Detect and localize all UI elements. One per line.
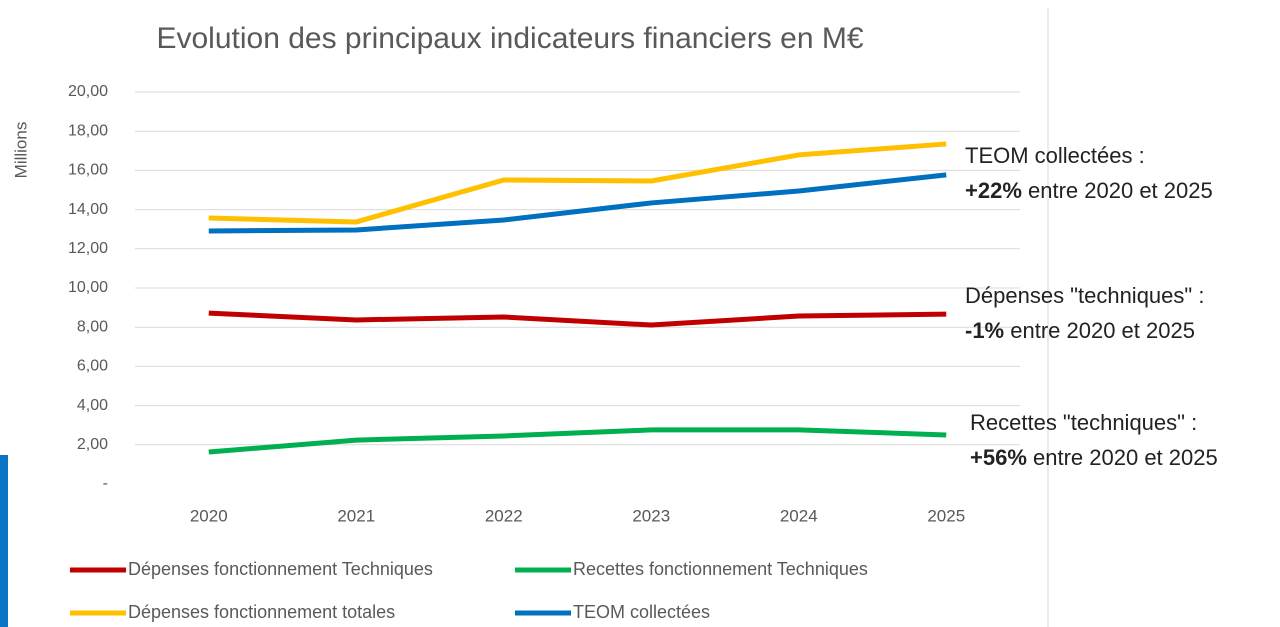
annotation: +56% entre 2020 et 2025 [970,445,1218,470]
side-bar [0,455,8,627]
legend-label: TEOM collectées [573,602,710,622]
annotation: Dépenses "techniques" : [965,283,1204,308]
annotation-bold: +56% [970,445,1027,470]
y-axis-label: Millions [11,122,30,179]
x-tick-label: 2025 [927,506,965,525]
annotation: +22% entre 2020 et 2025 [965,178,1213,203]
x-tick-label: 2020 [190,506,228,525]
x-tick-label: 2024 [780,506,818,525]
series-line [208,310,947,328]
y-tick-label: 14,00 [68,201,108,218]
annotation: TEOM collectées : [965,143,1145,168]
annotation: -1% entre 2020 et 2025 [965,318,1195,343]
y-tick-label: 8,00 [77,318,108,335]
y-tick-label: 16,00 [68,162,108,179]
annotation-rest: entre 2020 et 2025 [1027,445,1218,470]
series-line [208,172,947,234]
annotation-rest: entre 2020 et 2025 [1004,318,1195,343]
y-tick-label: 4,00 [77,397,108,414]
series-line [208,141,947,225]
y-tick-label: 10,00 [68,279,108,296]
annotation: Recettes "techniques" : [970,410,1197,435]
annotation-rest: entre 2020 et 2025 [1022,178,1213,203]
y-tick-label: 12,00 [68,240,108,257]
y-tick-label: 2,00 [77,436,108,453]
chart-title: Evolution des principaux indicateurs fin… [156,22,863,55]
x-tick-label: 2021 [337,506,375,525]
x-tick-label: 2023 [632,506,670,525]
legend-label: Recettes fonctionnement Techniques [573,559,868,579]
annotation-bold: -1% [965,318,1004,343]
y-tick-label: 6,00 [77,358,108,375]
y-tick-label: 20,00 [68,83,108,100]
x-tick-label: 2022 [485,506,523,525]
legend-label: Dépenses fonctionnement totales [128,602,395,622]
y-tick-label: - [103,475,108,492]
series-line [208,427,947,455]
legend-label: Dépenses fonctionnement Techniques [128,559,433,579]
y-tick-label: 18,00 [68,122,108,139]
annotation-bold: +22% [965,178,1022,203]
